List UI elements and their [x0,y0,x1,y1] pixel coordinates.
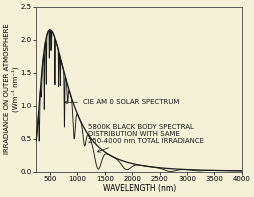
Y-axis label: IRRADIANCE ON OUTER ATMOSPHERE
(Wm⁻¹ nm⁻¹): IRRADIANCE ON OUTER ATMOSPHERE (Wm⁻¹ nm⁻… [4,24,19,154]
Text: CIE AM 0 SOLAR SPECTRUM: CIE AM 0 SOLAR SPECTRUM [65,99,179,105]
X-axis label: WAVELENGTH (nm): WAVELENGTH (nm) [102,184,175,193]
Text: 5800K BLACK BODY SPECTRAL
DISTRIBUTION WITH SAME
250-4000 nm TOTAL IRRADIANCE: 5800K BLACK BODY SPECTRAL DISTRIBUTION W… [88,124,204,152]
